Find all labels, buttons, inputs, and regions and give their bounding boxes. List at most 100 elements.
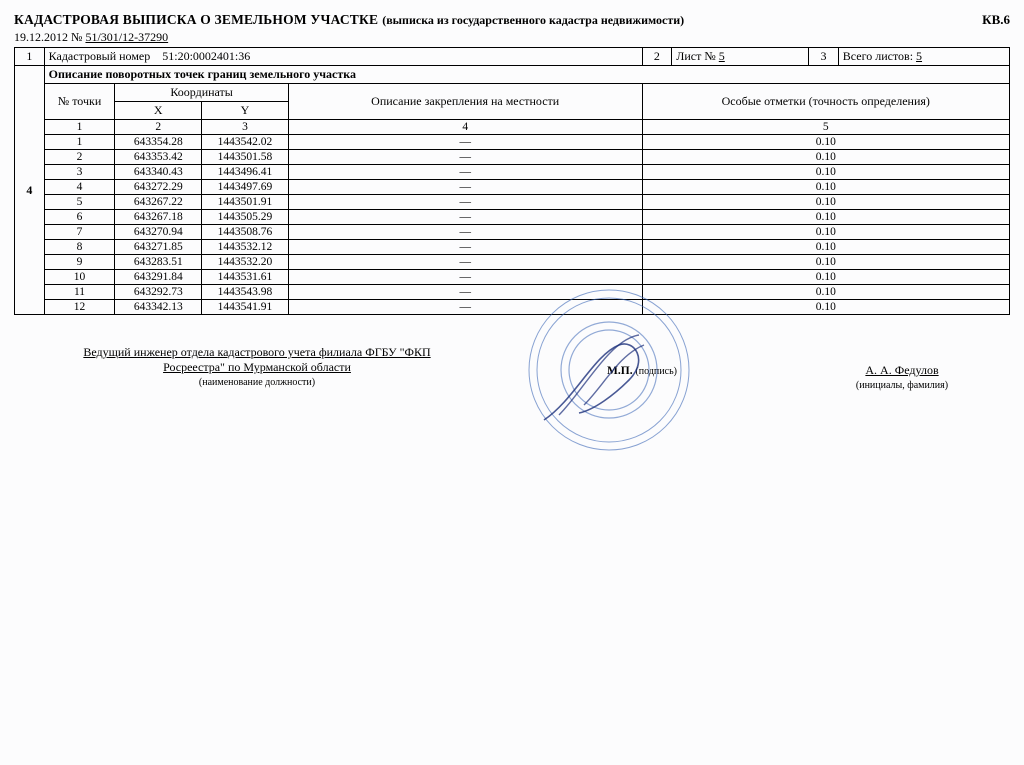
header-line: КАДАСТРОВАЯ ВЫПИСКА О ЗЕМЕЛЬНОМ УЧАСТКЕ … [14,12,1010,28]
cell-note: 0.10 [642,240,1009,255]
cell-note: 0.10 [642,195,1009,210]
table-row: 9643283.511443532.20—0.10 [15,255,1010,270]
section-title: Описание поворотных точек границ земельн… [44,66,1009,84]
cell-y: 1443541.91 [202,300,289,315]
cell-x: 643271.85 [115,240,202,255]
sheet-cell: Лист № 5 [672,48,809,66]
hdr-y: Y [202,102,289,120]
table-row: 3643340.431443496.41—0.10 [15,165,1010,180]
title-sub: (выписка из государственного кадастра не… [382,13,684,28]
cell-x: 643291.84 [115,270,202,285]
table-row: 12643342.131443541.91—0.10 [15,300,1010,315]
colnum-1: 1 [44,120,115,135]
cell-note: 0.10 [642,180,1009,195]
cell-y: 1443543.98 [202,285,289,300]
cell-x: 643272.29 [115,180,202,195]
cell-note: 0.10 [642,255,1009,270]
cell-y: 1443532.12 [202,240,289,255]
colnum-4: 4 [288,120,642,135]
table-row: 10643291.841443531.61—0.10 [15,270,1010,285]
table-row: 6643267.181443505.29—0.10 [15,210,1010,225]
cell-d: — [288,210,642,225]
cell-y: 1443496.41 [202,165,289,180]
cell-d: — [288,255,642,270]
colnum-5: 5 [642,120,1009,135]
cadastral-number: 51:20:0002401:36 [162,49,250,63]
cell-x: 643353.42 [115,150,202,165]
doc-date: 19.12.2012 [14,30,68,44]
cell-d: — [288,165,642,180]
cell-d: — [288,180,642,195]
header-row-1: № точки Координаты Описание закрепления … [15,84,1010,102]
date-line: 19.12.2012 № 51/301/12-37290 [14,30,1010,45]
cell-y: 1443508.76 [202,225,289,240]
cell-note: 0.10 [642,210,1009,225]
section-title-row: 4 Описание поворотных точек границ земел… [15,66,1010,84]
hdr-notes: Особые отметки (точность определения) [642,84,1009,120]
cell-note: 0.10 [642,150,1009,165]
cell-d: — [288,240,642,255]
table-row: 1643354.281443542.02—0.10 [15,135,1010,150]
cell-n: 6 [44,210,115,225]
cell-x: 643270.94 [115,225,202,240]
doc-no: 51/301/12-37290 [85,30,168,44]
name-caption: (инициалы, фамилия) [812,380,992,391]
job-title-line2: Росреестра" по Мурманской области [42,360,472,375]
doc-no-prefix: № [71,30,82,44]
cell-n: 7 [44,225,115,240]
job-block: Ведущий инженер отдела кадастрового учет… [42,345,472,388]
total-no: 5 [916,49,922,63]
table-row: 4643272.291443497.69—0.10 [15,180,1010,195]
cell-d: — [288,195,642,210]
title-main: КАДАСТРОВАЯ ВЫПИСКА О ЗЕМЕЛЬНОМ УЧАСТКЕ [14,12,378,28]
title-block: КАДАСТРОВАЯ ВЫПИСКА О ЗЕМЕЛЬНОМ УЧАСТКЕ … [14,12,684,28]
meta-cell-2: 2 [642,48,672,66]
cell-y: 1443531.61 [202,270,289,285]
cadastral-label: Кадастровый номер [49,49,151,63]
hdr-point-no: № точки [44,84,115,120]
cell-n: 3 [44,165,115,180]
signature-block: М.П. (подпись) [542,363,742,378]
cell-d: — [288,300,642,315]
cell-note: 0.10 [642,135,1009,150]
cell-d: — [288,225,642,240]
mp-label: М.П. (подпись) [607,365,677,377]
form-code: КВ.6 [982,12,1010,28]
cell-x: 643292.73 [115,285,202,300]
colnum-2: 2 [115,120,202,135]
sheet-no: 5 [719,49,725,63]
total-label: Всего листов: [843,49,913,63]
job-title-line1: Ведущий инженер отдела кадастрового учет… [42,345,472,360]
cell-x: 643354.28 [115,135,202,150]
footer: Ведущий инженер отдела кадастрового учет… [14,345,1010,391]
cell-y: 1443532.20 [202,255,289,270]
cell-n: 4 [44,180,115,195]
cell-y: 1443501.58 [202,150,289,165]
cell-x: 643342.13 [115,300,202,315]
colnum-row: 1 2 3 4 5 [15,120,1010,135]
table-row: 5643267.221443501.91—0.10 [15,195,1010,210]
cell-note: 0.10 [642,300,1009,315]
table-row: 11643292.731443543.98—0.10 [15,285,1010,300]
cell-note: 0.10 [642,285,1009,300]
cell-d: — [288,285,642,300]
cell-n: 5 [44,195,115,210]
cell-n: 12 [44,300,115,315]
meta-cell-3: 3 [809,48,839,66]
cell-n: 1 [44,135,115,150]
meta-cell-1: 1 [15,48,45,66]
table-row: 2643353.421443501.58—0.10 [15,150,1010,165]
cell-x: 643283.51 [115,255,202,270]
hdr-x: X [115,102,202,120]
cell-y: 1443497.69 [202,180,289,195]
cell-n: 10 [44,270,115,285]
colnum-3: 3 [202,120,289,135]
job-caption: (наименование должности) [42,377,472,388]
meta-row: 1 Кадастровый номер 51:20:0002401:36 2 Л… [15,48,1010,66]
name-block: А. А. Федулов (инициалы, фамилия) [812,363,992,391]
side-number-cell: 4 [15,66,45,315]
cell-note: 0.10 [642,165,1009,180]
signer-name: А. А. Федулов [812,363,992,378]
cell-y: 1443501.91 [202,195,289,210]
cell-n: 2 [44,150,115,165]
